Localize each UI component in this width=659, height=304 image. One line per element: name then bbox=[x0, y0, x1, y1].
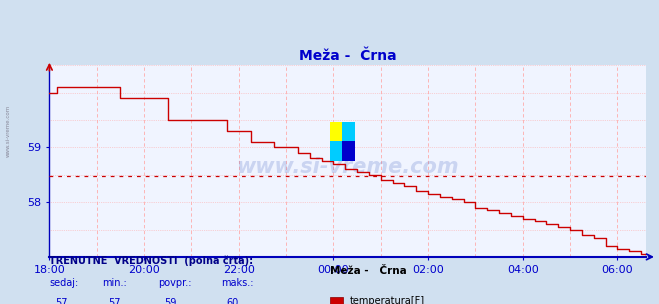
Text: 57: 57 bbox=[108, 298, 120, 304]
Text: 60: 60 bbox=[227, 298, 239, 304]
Text: 59: 59 bbox=[164, 298, 176, 304]
Text: Meža -   Črna: Meža - Črna bbox=[330, 266, 406, 276]
Text: maks.:: maks.: bbox=[221, 278, 253, 288]
Text: min.:: min.: bbox=[102, 278, 127, 288]
Text: www.si-vreme.com: www.si-vreme.com bbox=[237, 157, 459, 177]
Text: sedaj:: sedaj: bbox=[49, 278, 78, 288]
Title: Meža -  Črna: Meža - Črna bbox=[299, 49, 397, 63]
Text: povpr.:: povpr.: bbox=[158, 278, 192, 288]
Text: TRENUTNE  VREDNOSTI  (polna črta):: TRENUTNE VREDNOSTI (polna črta): bbox=[49, 256, 254, 267]
Text: 57: 57 bbox=[55, 298, 67, 304]
Text: www.si-vreme.com: www.si-vreme.com bbox=[5, 105, 11, 157]
Text: temperatura[F]: temperatura[F] bbox=[349, 296, 424, 304]
